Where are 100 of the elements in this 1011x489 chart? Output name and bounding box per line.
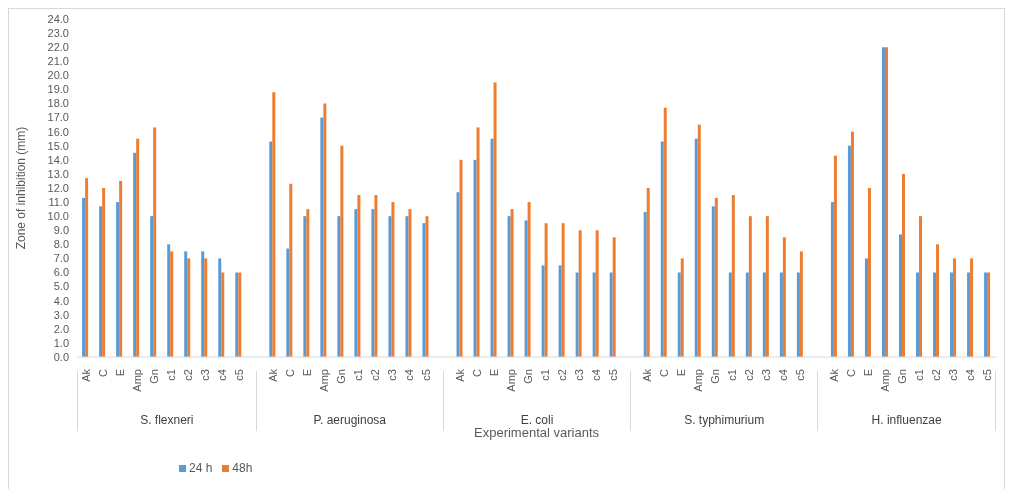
bar — [218, 258, 222, 357]
bar — [323, 103, 327, 357]
y-tick-label: 17.0 — [47, 111, 69, 124]
x-tick-label: Gn — [521, 369, 534, 384]
x-tick-label: c3 — [760, 369, 773, 381]
y-tick-label: 10.0 — [47, 210, 69, 223]
x-tick-label: Amp — [879, 369, 892, 392]
bar — [510, 209, 514, 357]
bar — [187, 258, 191, 357]
x-tick-label: c5 — [794, 369, 807, 381]
x-tick-label: E — [862, 369, 875, 377]
bar — [119, 180, 123, 357]
y-tick-label: 5.0 — [53, 280, 69, 293]
y-tick-label: 22.0 — [47, 41, 69, 54]
x-tick-label: c4 — [402, 369, 415, 381]
x-tick-label: Amp — [504, 369, 517, 392]
bar — [286, 248, 290, 357]
bar — [970, 258, 974, 357]
x-tick-label: E — [113, 369, 126, 377]
y-tick-label: 11.0 — [48, 195, 69, 208]
bar — [748, 216, 752, 357]
bar — [779, 272, 783, 357]
bar — [184, 251, 188, 357]
x-tick-label: c1 — [164, 369, 177, 381]
bar — [425, 216, 429, 357]
x-tick-label: C — [283, 368, 296, 377]
bar — [714, 197, 718, 357]
x-tick-label: C — [845, 368, 858, 377]
x-tick-label: Gn — [709, 369, 722, 384]
y-tick-label: 4.0 — [53, 294, 69, 307]
bar — [728, 272, 732, 357]
bar — [850, 131, 854, 357]
bar — [558, 265, 562, 357]
bar — [371, 209, 375, 357]
y-tick-label: 1.0 — [53, 336, 69, 349]
bar — [612, 237, 616, 357]
bar — [680, 258, 684, 357]
x-tick-label: Amp — [130, 369, 143, 392]
bar — [646, 188, 650, 357]
legend-label: 48h — [231, 461, 253, 475]
x-tick-label: c4 — [777, 369, 790, 381]
bar — [950, 272, 954, 357]
y-tick-label: 18.0 — [47, 97, 69, 110]
x-axis-title: Experimental variants — [474, 425, 600, 440]
x-tick-label: E — [675, 369, 688, 377]
bar — [456, 192, 460, 357]
text: E. coli — [519, 413, 555, 427]
x-tick-label: Ak — [79, 368, 92, 382]
bar — [524, 220, 528, 357]
bar — [490, 138, 494, 357]
y-tick-label: 14.0 — [47, 153, 69, 166]
y-tick-label: 12.0 — [47, 181, 69, 194]
bar — [337, 216, 341, 357]
bar — [459, 159, 463, 357]
x-tick-label: c1 — [726, 369, 739, 381]
x-tick-label: c2 — [930, 369, 943, 381]
x-tick-label: E — [487, 369, 500, 377]
bar — [592, 272, 596, 357]
bar — [473, 159, 477, 357]
x-tick-label: Ak — [453, 368, 466, 382]
bar — [782, 237, 786, 357]
bar — [916, 272, 920, 357]
bar — [933, 272, 937, 357]
x-tick-label: c4 — [215, 369, 228, 381]
x-tick-label: c1 — [351, 369, 364, 381]
bar — [354, 209, 358, 357]
bar — [136, 138, 140, 357]
bar — [901, 173, 905, 357]
bar — [102, 188, 106, 357]
y-tick-label: 9.0 — [53, 224, 69, 237]
y-axis-title: Zone of inhibition (mm) — [14, 126, 29, 250]
bar — [269, 141, 273, 357]
bar — [133, 152, 137, 357]
x-tick-label: Amp — [317, 369, 330, 392]
bar — [391, 202, 395, 357]
bar — [476, 127, 480, 357]
x-tick-label: c5 — [607, 369, 620, 381]
bar — [660, 141, 664, 357]
bar — [799, 251, 803, 357]
x-tick-label: Ak — [641, 368, 654, 382]
bar — [765, 216, 769, 357]
x-tick-label: c3 — [198, 369, 211, 381]
bar — [967, 272, 971, 357]
x-tick-label: c3 — [573, 369, 586, 381]
bar — [575, 272, 579, 357]
bar — [150, 216, 154, 357]
bar — [847, 145, 851, 357]
text: H. influenzae — [870, 413, 943, 427]
x-tick-label: Amp — [692, 369, 705, 392]
bar — [408, 209, 412, 357]
x-tick-label: Ak — [266, 368, 279, 382]
bar — [272, 92, 276, 357]
y-tick-label: 3.0 — [53, 308, 69, 321]
bar — [953, 258, 957, 357]
bar — [85, 178, 89, 357]
bar — [936, 244, 940, 357]
bar — [663, 107, 667, 357]
y-tick-label: 7.0 — [53, 252, 69, 265]
bar — [919, 216, 923, 357]
bar — [306, 209, 310, 357]
